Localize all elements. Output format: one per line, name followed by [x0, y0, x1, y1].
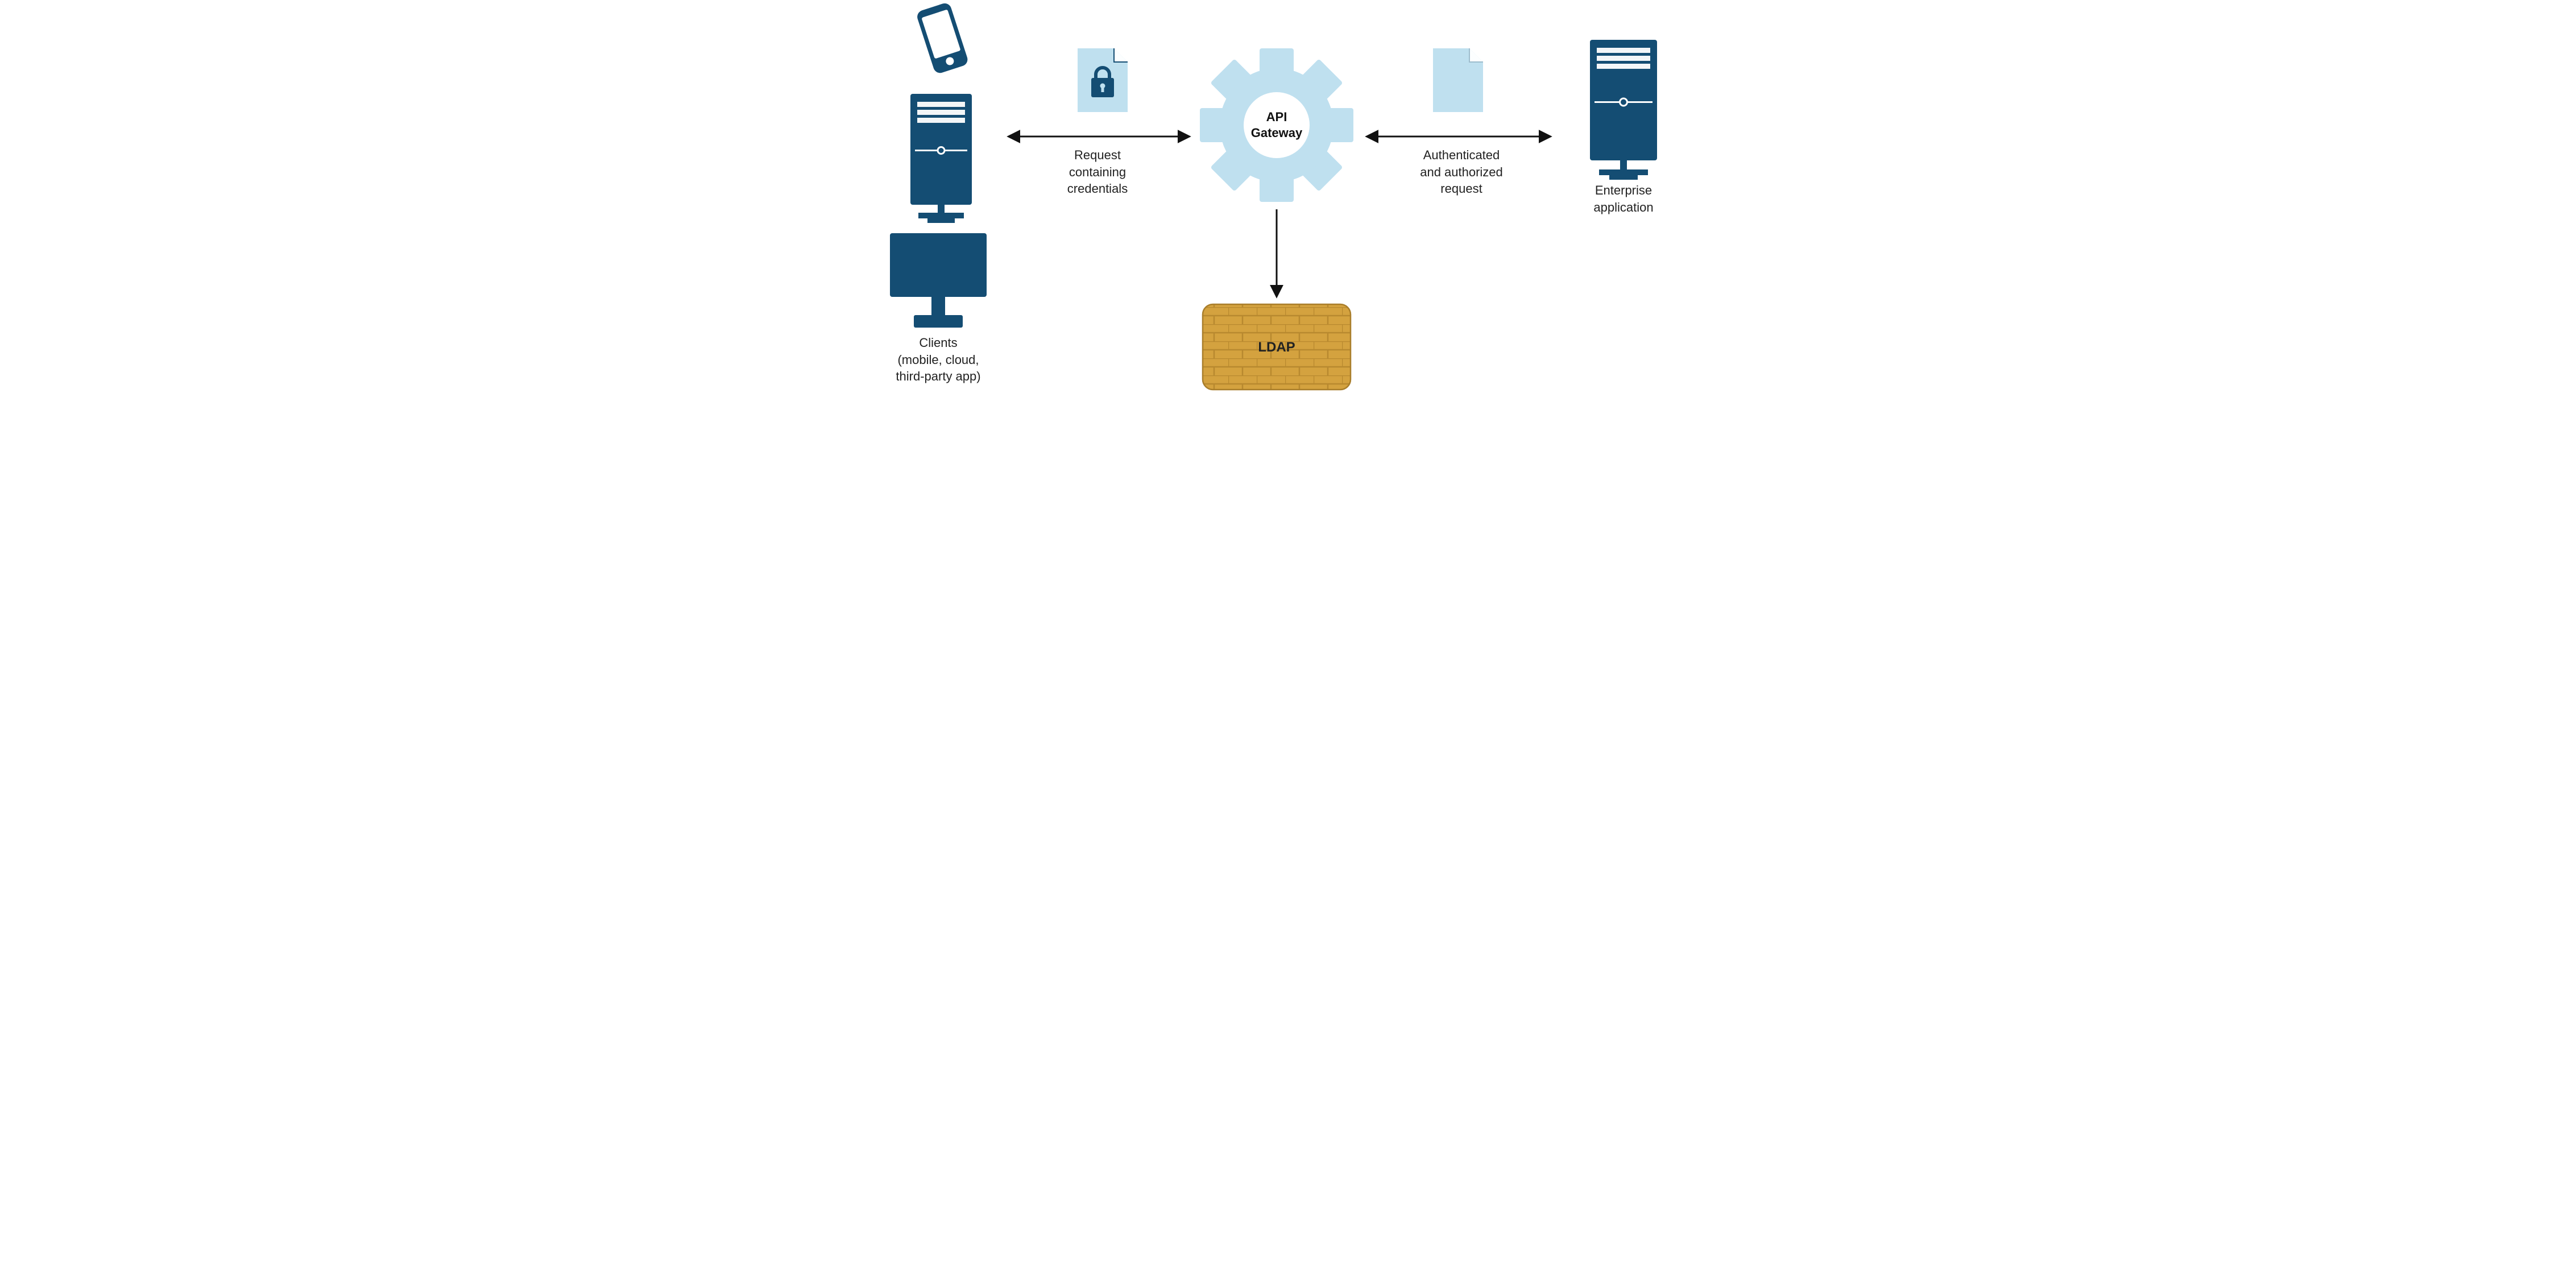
api-gateway-label-line2: Gateway — [1251, 126, 1303, 140]
right-request-caption: Authenticated and authorized request — [1388, 147, 1535, 197]
right-request-caption-l1: Authenticated — [1423, 148, 1500, 162]
diagram-canvas: API Gateway LDAP Request containing cred… — [859, 0, 1717, 425]
left-request-caption-l1: Request — [1074, 148, 1121, 162]
enterprise-caption-l2: application — [1593, 200, 1653, 214]
left-request-caption: Request containing credentials — [1024, 147, 1171, 197]
left-request-caption-l3: credentials — [1067, 181, 1128, 196]
client-server-icon — [910, 94, 972, 223]
clients-caption-sub-l2: third-party app) — [896, 369, 980, 383]
enterprise-caption: Enterprise application — [1552, 182, 1695, 216]
secure-document-icon — [1078, 48, 1128, 112]
ldap-label: LDAP — [1203, 338, 1351, 357]
right-request-caption-l2: and authorized — [1420, 165, 1503, 179]
enterprise-caption-l1: Enterprise — [1595, 183, 1652, 197]
clients-caption-sub-l1: (mobile, cloud, — [897, 353, 979, 367]
right-request-caption-l3: request — [1440, 181, 1482, 196]
mobile-phone-icon — [916, 2, 970, 75]
desktop-monitor-icon — [890, 233, 987, 328]
api-gateway-label: API Gateway — [1237, 109, 1316, 140]
left-request-caption-l2: containing — [1069, 165, 1126, 179]
clients-caption: Clients (mobile, cloud, third-party app) — [859, 334, 1018, 385]
document-icon — [1433, 48, 1483, 112]
enterprise-server-icon — [1590, 40, 1657, 180]
clients-caption-title: Clients — [919, 336, 957, 350]
api-gateway-label-line1: API — [1266, 110, 1287, 124]
